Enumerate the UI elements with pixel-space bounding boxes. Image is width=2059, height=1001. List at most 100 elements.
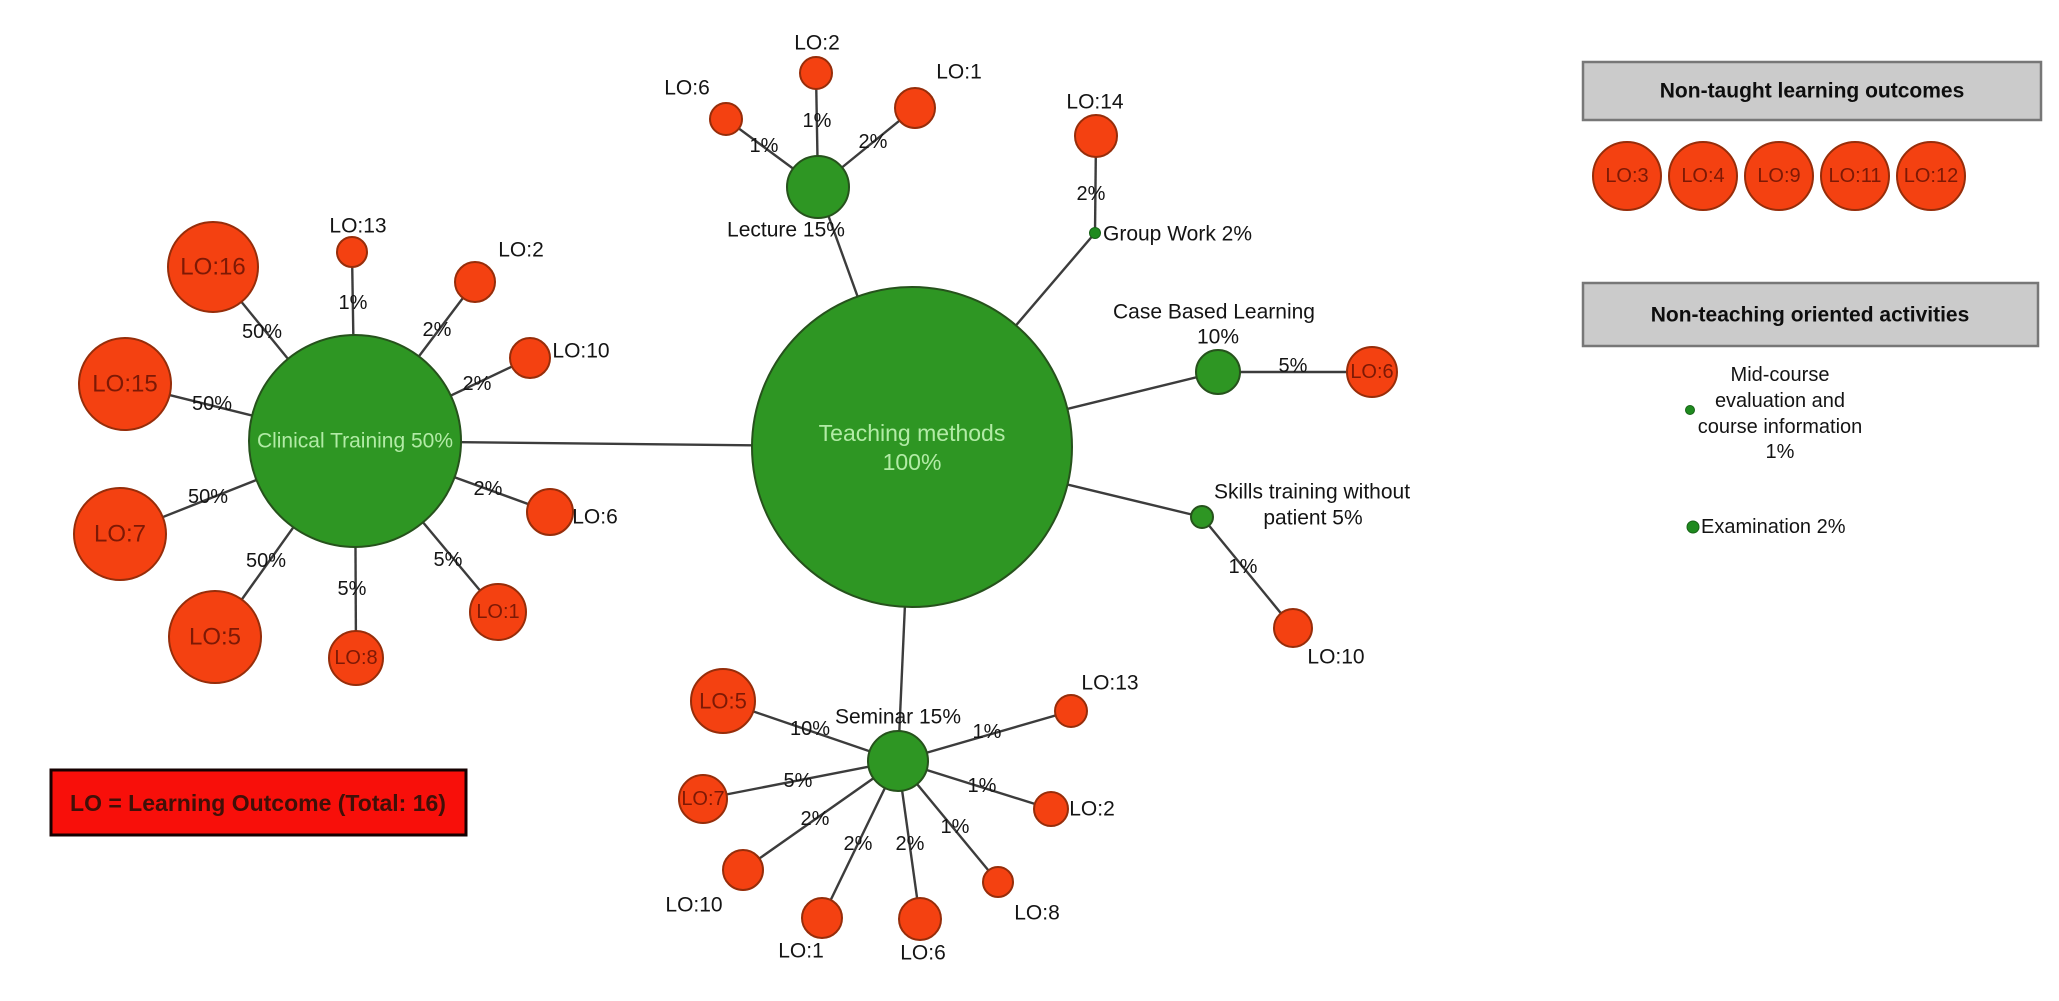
skills-training-label-line2: patient 5%	[1263, 507, 1362, 530]
non-teaching-header-box	[1581, 281, 2040, 348]
group-work-node	[1089, 227, 1101, 239]
seminar-lo8-label: LO:8	[1014, 902, 1060, 925]
midcourse-label-line3: course information	[1698, 416, 1863, 438]
seminar-lo1-node	[801, 897, 843, 939]
skills-training-label-line1: Skills training without	[1214, 481, 1410, 504]
clinical-lo16-pct: 50%	[242, 321, 282, 343]
lecture-lo1-label: LO:1	[936, 61, 982, 84]
clinical-lo13-node	[336, 236, 368, 268]
clinical-lo6-node	[526, 488, 574, 536]
seminar-lo10-pct: 2%	[801, 808, 830, 830]
seminar-lo7-label: LO:7	[681, 788, 724, 810]
clinical-lo6-label: LO:6	[572, 506, 618, 529]
group-lo14-label: LO:14	[1066, 91, 1124, 114]
skills-lo10-node	[1273, 608, 1313, 648]
clinical-lo2-pct: 2%	[423, 319, 452, 341]
teaching-methods-label-line1: Teaching methods	[819, 420, 1006, 446]
clinical-lo6-pct: 2%	[474, 478, 503, 500]
lecture-lo2-pct: 1%	[803, 110, 832, 132]
clinical-lo2-node	[454, 261, 496, 303]
seminar-lo6-node	[898, 897, 942, 941]
seminar-lo6-label: LO:6	[900, 942, 946, 965]
clinical-lo10-node	[509, 337, 551, 379]
non-taught-title: Non-taught learning outcomes	[1660, 80, 1965, 103]
group-lo14-pct: 2%	[1077, 183, 1106, 205]
clinical-lo7-node	[73, 487, 167, 581]
case-based-learning-label-line2: 10%	[1197, 326, 1239, 349]
seminar-lo5-node	[690, 668, 756, 734]
lecture-lo6-pct: 1%	[750, 135, 779, 157]
seminar-lo2-node	[1033, 791, 1069, 827]
lecture-node	[786, 155, 850, 219]
clinical-lo15-pct: 50%	[192, 393, 232, 415]
clinical-lo16-node	[167, 221, 259, 313]
non-taught-lo12-node	[1896, 141, 1966, 211]
lecture-label: Lecture 15%	[727, 219, 845, 242]
skills-lo10-pct: 1%	[1229, 556, 1258, 578]
clinical-lo1-pct: 5%	[434, 549, 463, 571]
seminar-lo6-pct: 2%	[896, 833, 925, 855]
examination-label: Examination 2%	[1701, 516, 1846, 538]
seminar-lo2-pct: 1%	[968, 775, 997, 797]
non-taught-lo3-node	[1592, 141, 1662, 211]
lecture-lo6-label: LO:6	[664, 77, 710, 100]
skills-lo10-label: LO:10	[1307, 646, 1364, 669]
seminar-label: Seminar 15%	[835, 706, 961, 729]
lecture-lo2-node	[799, 56, 833, 90]
skills-outcomes: LO:10 1%	[1229, 556, 1365, 669]
clinical-lo2-label: LO:2	[498, 239, 544, 262]
lecture-lo1-pct: 2%	[859, 131, 888, 153]
non-teaching-title: Non-teaching oriented activities	[1651, 304, 1970, 327]
non-taught-header-box	[1581, 60, 2043, 122]
seminar-lo8-node	[982, 866, 1014, 898]
clinical-lo15-node	[78, 337, 172, 431]
clinical-lo1-node	[469, 583, 527, 641]
edge-seminar-lo10	[742, 760, 899, 871]
lecture-lo2-label: LO:2	[794, 32, 840, 55]
seminar-lo13-pct: 1%	[973, 721, 1002, 743]
seminar-lo1-label: LO:1	[778, 940, 824, 963]
clinical-training-label: Clinical Training 50%	[257, 430, 453, 453]
clinical-lo5-pct: 50%	[246, 550, 286, 572]
clinical-lo10-pct: 2%	[463, 373, 492, 395]
seminar-lo13-label: LO:13	[1081, 672, 1138, 695]
non-taught-lo4-node	[1668, 141, 1738, 211]
edge-seminar-lo7	[702, 759, 899, 801]
seminar-lo10-label: LO:10	[665, 894, 722, 917]
non-taught-panel: Non-taught learning outcomes LO:3 LO:4 L…	[1581, 60, 2043, 211]
clinical-lo8-label: LO:8	[334, 647, 377, 669]
cbl-lo6-pct: 5%	[1279, 355, 1308, 377]
seminar-lo10-node	[722, 849, 764, 891]
midcourse-dot	[1685, 405, 1695, 415]
clinical-lo13-label: LO:13	[329, 215, 386, 238]
non-taught-lo11-node	[1820, 141, 1890, 211]
method-nodes: Teaching methods 100% Clinical Training …	[248, 155, 1410, 792]
group-lo14-node	[1074, 114, 1118, 158]
seminar-node	[867, 730, 929, 792]
non-taught-lo4-label: LO:4	[1681, 165, 1724, 187]
clinical-lo16-label: LO:16	[180, 254, 245, 281]
case-based-learning-label-line1: Case Based Learning	[1113, 301, 1315, 324]
legend-label: LO = Learning Outcome (Total: 16)	[70, 790, 446, 816]
group-work-outcomes: LO:14 2%	[1066, 91, 1124, 206]
clinical-outcomes: LO:16 LO:15 LO:7 LO:5 LO:8 LO:1 LO:6 LO:…	[73, 215, 618, 686]
seminar-lo1-pct: 2%	[844, 833, 873, 855]
clinical-lo8-node	[328, 630, 384, 686]
clinical-lo7-label: LO:7	[94, 521, 146, 548]
lecture-lo1-node	[894, 87, 936, 129]
midcourse-label-line4: 1%	[1766, 441, 1795, 463]
seminar-lo5-pct: 10%	[790, 718, 830, 740]
clinical-lo5-node	[168, 590, 262, 684]
clinical-lo1-label: LO:1	[476, 601, 519, 623]
legend-box	[49, 768, 468, 837]
non-taught-lo3-label: LO:3	[1605, 165, 1648, 187]
seminar-lo7-pct: 5%	[784, 770, 813, 792]
clinical-lo5-label: LO:5	[189, 624, 241, 651]
group-work-label: Group Work 2%	[1103, 223, 1252, 246]
clinical-lo13-pct: 1%	[339, 292, 368, 314]
cbl-lo6-node	[1346, 346, 1398, 398]
midcourse-label-line1: Mid-course	[1731, 364, 1830, 386]
non-taught-lo9-node	[1744, 141, 1814, 211]
